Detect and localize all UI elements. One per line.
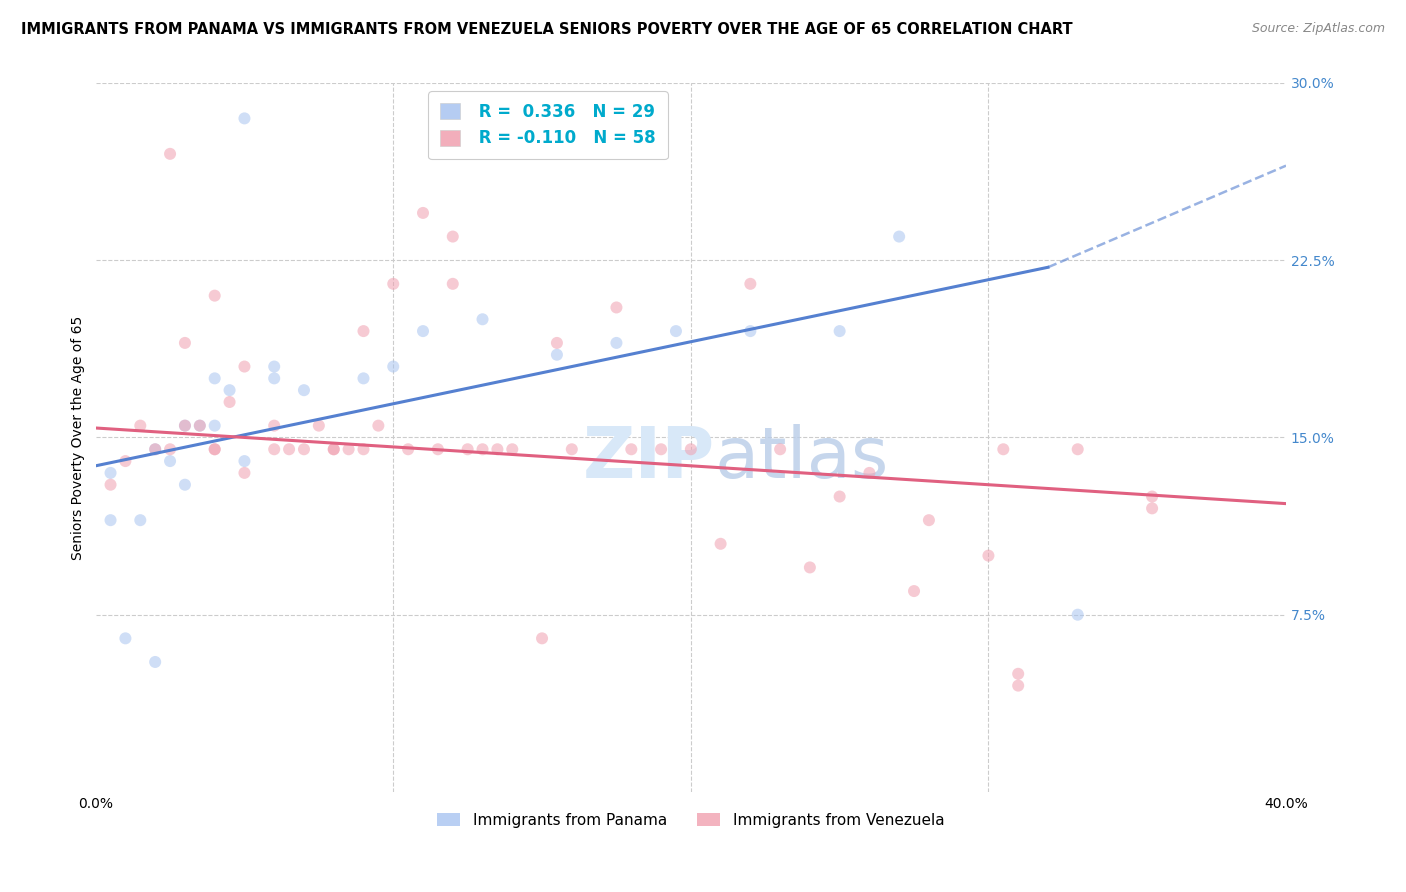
Point [308, 418, 330, 433]
Point [100, 466, 122, 480]
Point [204, 288, 226, 302]
Point [188, 418, 211, 433]
Point [100, 513, 122, 527]
Point [129, 513, 152, 527]
Text: atlas: atlas [714, 425, 889, 493]
Point [977, 549, 1000, 563]
Point [501, 442, 523, 457]
Point [1067, 607, 1090, 622]
Point [650, 442, 672, 457]
Point [322, 442, 344, 457]
Point [858, 466, 880, 480]
Text: ZIP: ZIP [582, 425, 714, 493]
Point [367, 418, 389, 433]
Point [665, 324, 688, 338]
Point [605, 301, 627, 315]
Point [828, 324, 851, 338]
Point [740, 277, 762, 291]
Point [353, 442, 375, 457]
Legend: Immigrants from Panama, Immigrants from Venezuela: Immigrants from Panama, Immigrants from … [432, 806, 950, 834]
Point [218, 395, 240, 409]
Point [889, 229, 911, 244]
Point [1007, 679, 1029, 693]
Point [828, 490, 851, 504]
Point [382, 359, 405, 374]
Point [382, 277, 405, 291]
Point [799, 560, 821, 574]
Point [159, 454, 181, 468]
Point [263, 371, 285, 385]
Point [769, 442, 792, 457]
Point [1140, 501, 1163, 516]
Point [143, 442, 166, 457]
Point [143, 655, 166, 669]
Point [129, 418, 152, 433]
Point [322, 442, 344, 457]
Point [546, 335, 568, 350]
Point [457, 442, 479, 457]
Point [204, 442, 226, 457]
Point [710, 537, 733, 551]
Point [233, 454, 256, 468]
Point [620, 442, 643, 457]
Point [740, 324, 762, 338]
Point [1007, 666, 1029, 681]
Point [188, 418, 211, 433]
Point [100, 477, 122, 491]
Point [903, 584, 925, 599]
Point [531, 632, 554, 646]
Point [263, 442, 285, 457]
Point [204, 418, 226, 433]
Point [159, 442, 181, 457]
Point [486, 442, 509, 457]
Point [337, 442, 360, 457]
Point [441, 277, 464, 291]
Point [1067, 442, 1090, 457]
Point [561, 442, 583, 457]
Point [396, 442, 419, 457]
Point [412, 206, 434, 220]
Point [1140, 490, 1163, 504]
Point [426, 442, 449, 457]
Point [174, 418, 197, 433]
Point [204, 371, 226, 385]
Point [292, 383, 315, 397]
Y-axis label: Seniors Poverty Over the Age of 65: Seniors Poverty Over the Age of 65 [72, 316, 86, 559]
Point [441, 229, 464, 244]
Point [471, 442, 494, 457]
Point [233, 359, 256, 374]
Point [174, 418, 197, 433]
Point [353, 324, 375, 338]
Point [412, 324, 434, 338]
Point [353, 371, 375, 385]
Point [218, 383, 240, 397]
Point [204, 442, 226, 457]
Point [174, 477, 197, 491]
Point [143, 442, 166, 457]
Point [263, 418, 285, 433]
Point [263, 359, 285, 374]
Point [233, 112, 256, 126]
Point [114, 454, 136, 468]
Point [174, 335, 197, 350]
Point [471, 312, 494, 326]
Point [233, 466, 256, 480]
Text: Source: ZipAtlas.com: Source: ZipAtlas.com [1251, 22, 1385, 36]
Point [679, 442, 702, 457]
Text: IMMIGRANTS FROM PANAMA VS IMMIGRANTS FROM VENEZUELA SENIORS POVERTY OVER THE AGE: IMMIGRANTS FROM PANAMA VS IMMIGRANTS FRO… [21, 22, 1073, 37]
Point [278, 442, 301, 457]
Point [114, 632, 136, 646]
Point [605, 335, 627, 350]
Point [292, 442, 315, 457]
Point [159, 146, 181, 161]
Point [546, 348, 568, 362]
Point [993, 442, 1015, 457]
Point [918, 513, 941, 527]
